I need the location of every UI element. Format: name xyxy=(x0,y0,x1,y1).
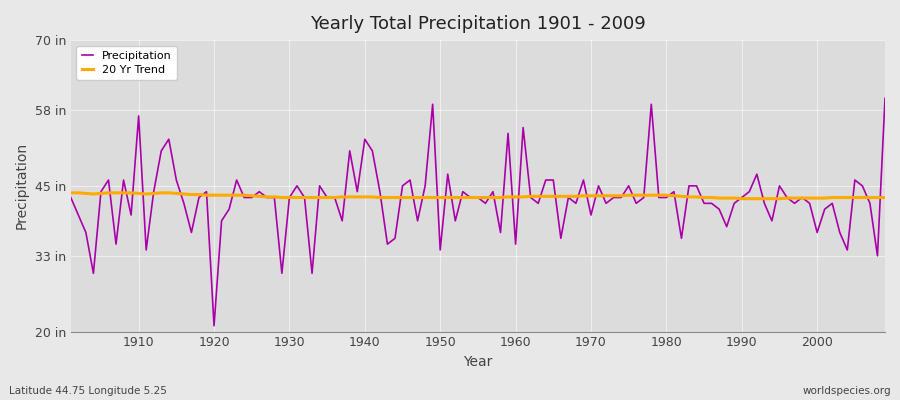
20 Yr Trend xyxy=(736,196,747,201)
20 Yr Trend xyxy=(126,190,137,195)
Y-axis label: Precipitation: Precipitation xyxy=(15,142,29,230)
Precipitation xyxy=(299,195,310,200)
20 Yr Trend xyxy=(510,194,521,199)
Precipitation xyxy=(608,195,619,200)
Precipitation xyxy=(510,242,521,246)
20 Yr Trend xyxy=(879,195,890,200)
Precipitation xyxy=(879,96,890,101)
20 Yr Trend xyxy=(337,194,347,199)
Precipitation xyxy=(518,125,528,130)
Title: Yearly Total Precipitation 1901 - 2009: Yearly Total Precipitation 1901 - 2009 xyxy=(310,15,646,33)
Legend: Precipitation, 20 Yr Trend: Precipitation, 20 Yr Trend xyxy=(76,46,177,80)
20 Yr Trend xyxy=(600,193,611,198)
X-axis label: Year: Year xyxy=(464,355,492,369)
Precipitation xyxy=(209,323,220,328)
Line: 20 Yr Trend: 20 Yr Trend xyxy=(71,193,885,199)
20 Yr Trend xyxy=(503,194,514,199)
Precipitation xyxy=(66,195,77,200)
20 Yr Trend xyxy=(292,195,302,200)
Line: Precipitation: Precipitation xyxy=(71,98,885,326)
Precipitation xyxy=(126,212,137,217)
20 Yr Trend xyxy=(66,190,77,195)
Text: Latitude 44.75 Longitude 5.25: Latitude 44.75 Longitude 5.25 xyxy=(9,386,166,396)
Text: worldspecies.org: worldspecies.org xyxy=(803,386,891,396)
Precipitation xyxy=(345,148,356,153)
